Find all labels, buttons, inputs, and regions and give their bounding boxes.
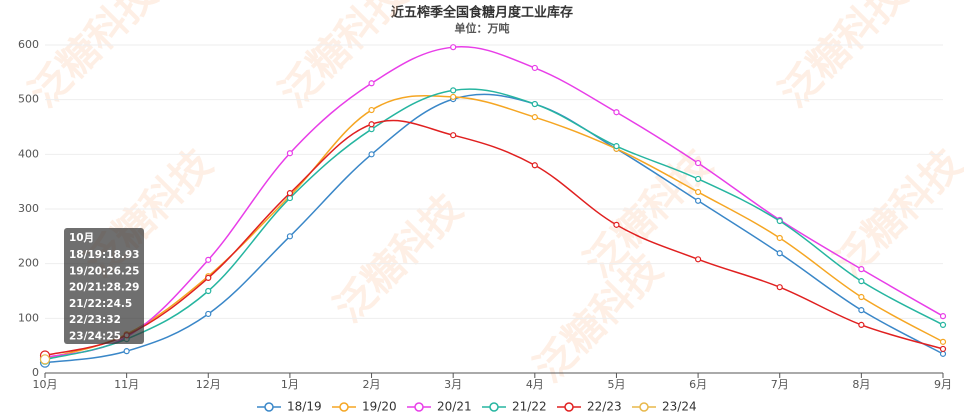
data-point — [939, 350, 947, 357]
legend-marker — [339, 402, 349, 412]
legend-marker — [489, 402, 499, 412]
tooltip-line: 20/21:28.29 — [69, 282, 139, 294]
data-point — [368, 151, 375, 158]
y-tick-label: 300 — [18, 202, 39, 215]
data-point — [531, 162, 538, 169]
data-point — [450, 44, 457, 51]
data-point — [205, 310, 212, 318]
tooltip-line: 18/19:18.93 — [69, 249, 139, 261]
data-point — [613, 109, 620, 116]
x-tick-label: 7月 — [771, 378, 789, 391]
data-point — [368, 126, 375, 133]
data-point — [368, 106, 375, 114]
data-point — [205, 287, 212, 295]
watermark: 泛糖科技 — [21, 0, 167, 116]
legend-label: 21/22 — [512, 400, 547, 414]
legend-marker — [264, 402, 274, 412]
watermark: 泛糖科技 — [826, 141, 964, 287]
x-tick-label: 2月 — [363, 378, 381, 391]
x-tick-label: 3月 — [444, 378, 462, 391]
data-point — [776, 250, 783, 257]
data-point — [776, 284, 783, 291]
data-point — [286, 190, 294, 197]
legend-label: 19/20 — [362, 400, 397, 414]
watermark: 泛糖科技 — [326, 186, 472, 332]
tooltip-line: 21/22:24.5 — [69, 298, 132, 310]
data-point — [694, 256, 702, 263]
data-point — [939, 313, 947, 320]
legend-marker — [639, 402, 649, 412]
tooltip-line: 19/20:26.25 — [69, 265, 139, 277]
data-point — [858, 266, 865, 273]
data-point — [531, 100, 538, 108]
data-point — [450, 87, 457, 94]
legend-label: 23/24 — [662, 400, 697, 414]
data-point — [205, 256, 212, 263]
legend-label: 18/19 — [287, 400, 322, 414]
data-point — [858, 278, 865, 285]
data-point — [531, 64, 538, 72]
tooltip-line: 22/23:32 — [69, 314, 121, 326]
legend-marker — [564, 402, 574, 412]
series-line — [44, 93, 944, 364]
y-tick-label: 400 — [18, 147, 39, 160]
data-point — [776, 217, 783, 225]
legend-marker — [414, 402, 424, 412]
data-point — [694, 188, 702, 196]
data-point — [694, 159, 702, 167]
data-point — [939, 345, 947, 353]
tooltip-box — [64, 228, 144, 344]
chart-title: 近五榨季全国食糖月度工业库存 — [391, 5, 573, 21]
tooltip: 10月 18/19:18.93 19/20:26.25 20/21:28.29 21/2… — [64, 228, 144, 344]
data-point — [939, 321, 947, 328]
y-tick-label: 100 — [18, 311, 39, 324]
x-tick-label: 9月 — [934, 378, 952, 391]
data-point — [205, 274, 212, 281]
y-tick-label: 200 — [18, 257, 39, 270]
data-point — [368, 80, 375, 87]
data-point — [858, 293, 865, 301]
x-tick-label: 11月 — [114, 378, 139, 391]
x-tick-label: 5月 — [607, 378, 625, 391]
data-point — [123, 348, 130, 355]
data-point — [939, 338, 947, 345]
data-point — [694, 197, 702, 204]
y-tick-label: 0 — [32, 366, 39, 379]
legend-label: 22/23 — [587, 400, 622, 414]
data-point — [858, 307, 865, 314]
data-point — [450, 93, 457, 101]
x-tick-label: 6月 — [689, 378, 707, 391]
y-tick-label: 500 — [18, 93, 39, 106]
series-line — [44, 95, 944, 360]
data-point — [858, 321, 865, 328]
y-tick-label: 600 — [18, 38, 39, 51]
tooltip-title: 10月 — [69, 232, 94, 244]
series-line — [44, 119, 944, 357]
legend-label: 20/21 — [437, 400, 472, 414]
chart-subtitle: 单位：万吨 — [455, 21, 510, 35]
data-point — [286, 150, 294, 157]
data-point — [694, 175, 702, 183]
data-point — [613, 221, 620, 228]
data-point — [776, 234, 783, 242]
data-point — [286, 194, 294, 202]
x-tick-label: 12月 — [196, 378, 221, 391]
data-point — [450, 132, 457, 139]
x-tick-label: 1月 — [281, 378, 299, 391]
x-tick-label: 4月 — [526, 378, 544, 391]
data-point — [368, 121, 375, 128]
x-tick-label: 8月 — [852, 378, 870, 391]
tooltip-line: 23/24:25 — [69, 331, 121, 343]
data-point — [613, 143, 620, 150]
data-point — [39, 354, 51, 365]
data-point — [531, 114, 538, 121]
x-tick-label: 10月 — [33, 378, 58, 391]
watermark: 泛糖科技 — [771, 0, 917, 116]
data-point — [286, 233, 294, 240]
series-line — [44, 88, 944, 361]
